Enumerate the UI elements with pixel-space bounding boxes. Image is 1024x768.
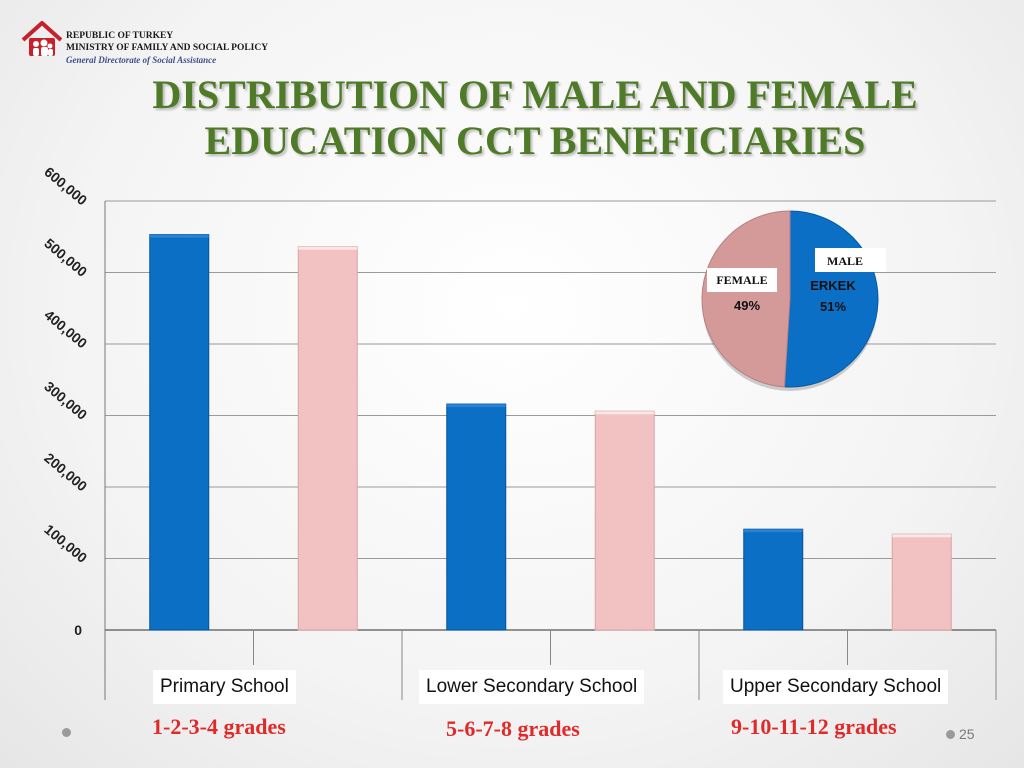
grade-range-label: 5-6-7-8 grades bbox=[446, 716, 580, 741]
pie-male-label: MALE bbox=[827, 254, 863, 268]
pie-female-label: FEMALE bbox=[716, 273, 767, 287]
y-tick-label: 400,000 bbox=[41, 307, 90, 352]
y-tick-label: 0 bbox=[74, 622, 82, 638]
y-tick-label: 300,000 bbox=[41, 378, 90, 423]
category-label: Upper Secondary School bbox=[723, 670, 949, 704]
category-label: Primary School bbox=[153, 670, 296, 704]
pie-slice-female bbox=[701, 210, 791, 388]
right-bullet-dot bbox=[946, 730, 955, 739]
header: REPUBLIC OF TURKEY MINISTRY OF FAMILY AN… bbox=[20, 18, 268, 66]
bar-male bbox=[446, 403, 507, 631]
bar-highlight bbox=[743, 529, 803, 533]
left-bullet-dot bbox=[62, 728, 71, 737]
bar-male bbox=[743, 528, 804, 631]
bar-female bbox=[891, 533, 952, 631]
pie-female-label-box bbox=[707, 268, 777, 292]
pie-male-label-box bbox=[815, 248, 886, 272]
slide-title-line-2: EDUCATION CCT BENEFICIARIES bbox=[204, 118, 866, 163]
y-tick-label: 500,000 bbox=[41, 235, 90, 280]
category-label: Lower Secondary School bbox=[419, 670, 645, 704]
page-number: 25 bbox=[959, 726, 975, 742]
slide-title-line-1: DISTRIBUTION OF MALE AND FEMALE bbox=[152, 72, 918, 117]
pie-male-sublabel: ERKEK bbox=[810, 278, 856, 293]
org-line-2: MINISTRY OF FAMILY AND SOCIAL POLICY bbox=[66, 43, 269, 53]
grade-range-label: 9-10-11-12 grades bbox=[731, 714, 897, 739]
bar-highlight bbox=[595, 411, 655, 415]
bar-highlight bbox=[892, 534, 952, 538]
y-tick-label: 600,000 bbox=[41, 164, 90, 209]
y-tick-label: 100,000 bbox=[41, 521, 90, 566]
bar-male bbox=[149, 234, 210, 631]
org-line-3: General Directorate of Social Assistance bbox=[66, 55, 217, 65]
bar-highlight bbox=[298, 246, 358, 250]
family-house-logo-icon bbox=[21, 21, 63, 56]
org-line-1: REPUBLIC OF TURKEY bbox=[66, 31, 174, 41]
pie-male-percent: 51% bbox=[820, 299, 846, 314]
bar-female bbox=[594, 410, 655, 631]
bar-female bbox=[297, 246, 358, 631]
bar-highlight bbox=[149, 234, 209, 238]
pie-female-percent: 49% bbox=[734, 298, 760, 313]
slide-title: DISTRIBUTION OF MALE AND FEMALE EDUCATIO… bbox=[100, 72, 970, 164]
y-tick-label: 200,000 bbox=[41, 450, 90, 495]
bar-highlight bbox=[446, 404, 506, 408]
organization-name: REPUBLIC OF TURKEY MINISTRY OF FAMILY AN… bbox=[66, 30, 268, 66]
grade-range-label: 1-2-3-4 grades bbox=[152, 714, 286, 739]
